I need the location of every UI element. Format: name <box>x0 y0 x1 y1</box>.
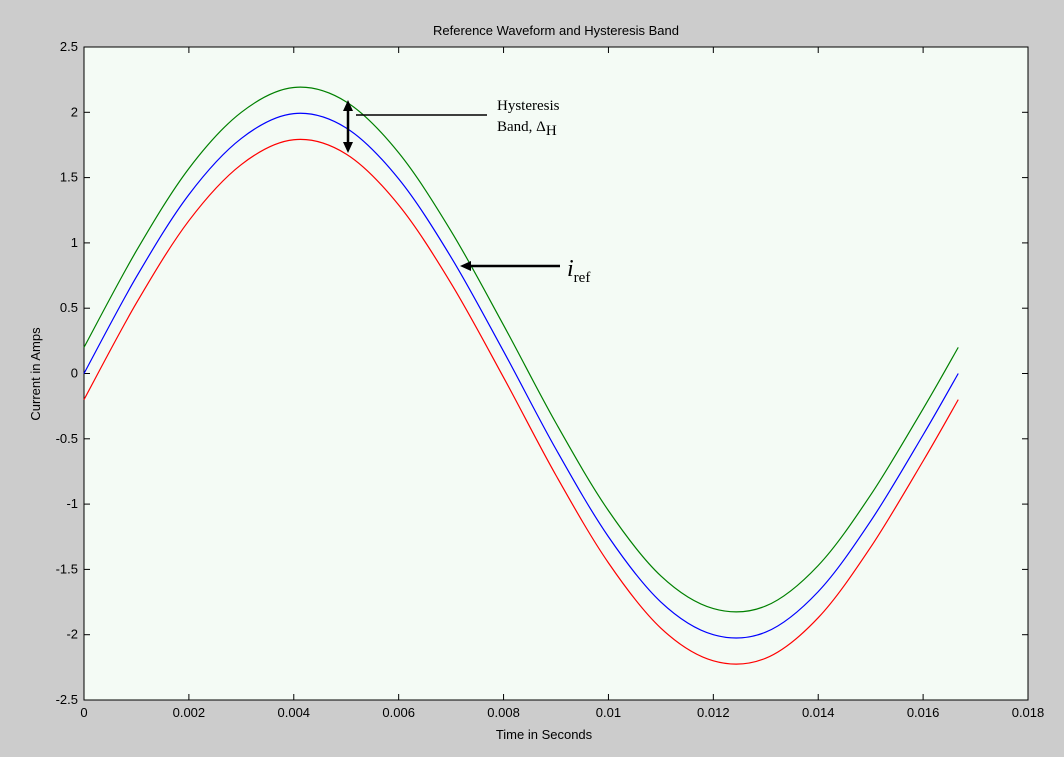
band-arrow-down-head <box>343 142 353 153</box>
x-tick-label: 0.004 <box>278 705 311 720</box>
y-tick-label: -2 <box>66 627 78 642</box>
x-tick-label: 0.002 <box>173 705 206 720</box>
y-tick-label: 1.5 <box>60 170 78 185</box>
x-tick-label: 0.006 <box>382 705 415 720</box>
chart-title: Reference Waveform and Hysteresis Band <box>433 23 679 38</box>
y-tick-label: 1 <box>71 235 78 250</box>
y-tick-label: -0.5 <box>56 431 78 446</box>
axis-ticks: 0 0.002 0.004 0.006 0.008 0.01 0.012 0.014 0.016… <box>56 39 1045 720</box>
band-label-subscript: H <box>546 123 557 139</box>
x-tick-label: 0 <box>80 705 87 720</box>
y-tick-label: 0.5 <box>60 300 78 315</box>
iref-annotation: iref <box>460 256 590 286</box>
plot-area <box>83 46 1029 701</box>
x-tick-label: 0.012 <box>697 705 730 720</box>
lower-band-line <box>83 138 959 665</box>
iref-arrow-head <box>460 261 471 271</box>
band-label-line2: Band, ΔH <box>497 119 557 139</box>
y-axis-label: Current in Amps <box>28 327 43 421</box>
x-tick-label: 0.018 <box>1012 705 1045 720</box>
band-arrow-up-head <box>343 100 353 111</box>
iref-label: iref <box>567 256 590 286</box>
y-tick-label: -2.5 <box>56 692 78 707</box>
upper-band-line <box>83 86 959 613</box>
x-tick-label: 0.014 <box>802 705 835 720</box>
iref-label-subscript: ref <box>574 270 591 286</box>
band-label-line1: Hysteresis <box>497 98 560 114</box>
series-lines <box>83 86 959 665</box>
x-tick-label: 0.016 <box>907 705 940 720</box>
x-tick-label: 0.008 <box>487 705 520 720</box>
x-axis-label: Time in Seconds <box>496 727 593 742</box>
reference-line <box>83 112 959 639</box>
y-tick-label: 2 <box>71 104 78 119</box>
y-tick-label: 2.5 <box>60 39 78 54</box>
y-tick-label: 0 <box>71 366 78 381</box>
y-tick-label: -1.5 <box>56 561 78 576</box>
x-tick-label: 0.01 <box>596 705 621 720</box>
y-tick-label: -1 <box>66 496 78 511</box>
hysteresis-band-annotation: Hysteresis Band, ΔH <box>343 98 560 153</box>
